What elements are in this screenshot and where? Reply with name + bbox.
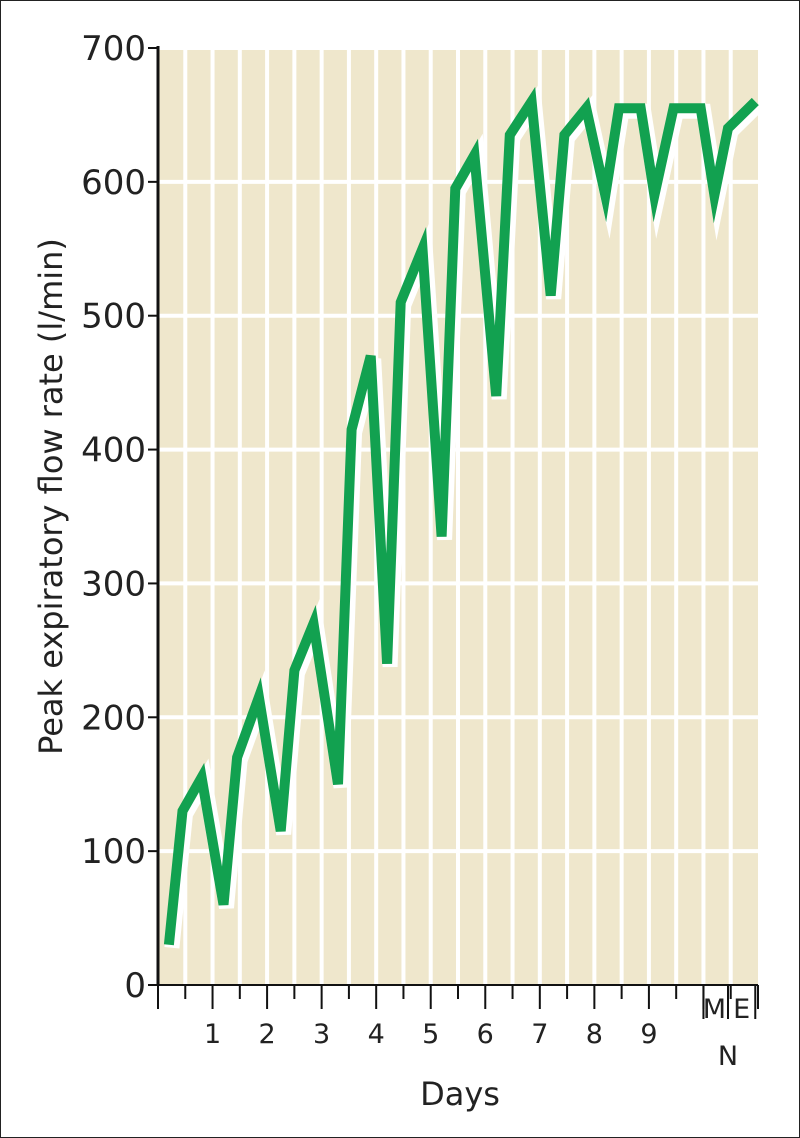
y-tick-label: 200 <box>81 698 146 738</box>
x-tick-label: 8 <box>586 1019 603 1050</box>
x-extra-label: M <box>703 994 726 1025</box>
y-tick-label: 600 <box>81 163 146 203</box>
x-axis-title: Days <box>420 1075 500 1113</box>
x-tick-label: 2 <box>258 1019 275 1050</box>
x-tick-label: 1 <box>204 1019 221 1050</box>
y-tick-label: 300 <box>81 564 146 604</box>
y-tick-label: 500 <box>81 297 146 337</box>
y-axis-title: Peak expiratory flow rate (l/min) <box>32 238 70 755</box>
x-tick-label: 6 <box>477 1019 494 1050</box>
x-extra-label: E <box>733 994 750 1025</box>
x-tick-label: 5 <box>422 1019 439 1050</box>
y-tick-label: 700 <box>81 29 146 69</box>
x-extra-label: N <box>718 1041 738 1072</box>
x-tick-label: 7 <box>531 1019 548 1050</box>
x-tick-label: 9 <box>640 1019 657 1050</box>
y-tick-label: 400 <box>81 431 146 471</box>
series-line <box>163 86 759 946</box>
y-tick-label: 100 <box>81 832 146 872</box>
x-tick-label: 3 <box>313 1019 330 1050</box>
y-tick-label: 0 <box>124 966 146 1006</box>
x-tick-label: 4 <box>368 1019 385 1050</box>
